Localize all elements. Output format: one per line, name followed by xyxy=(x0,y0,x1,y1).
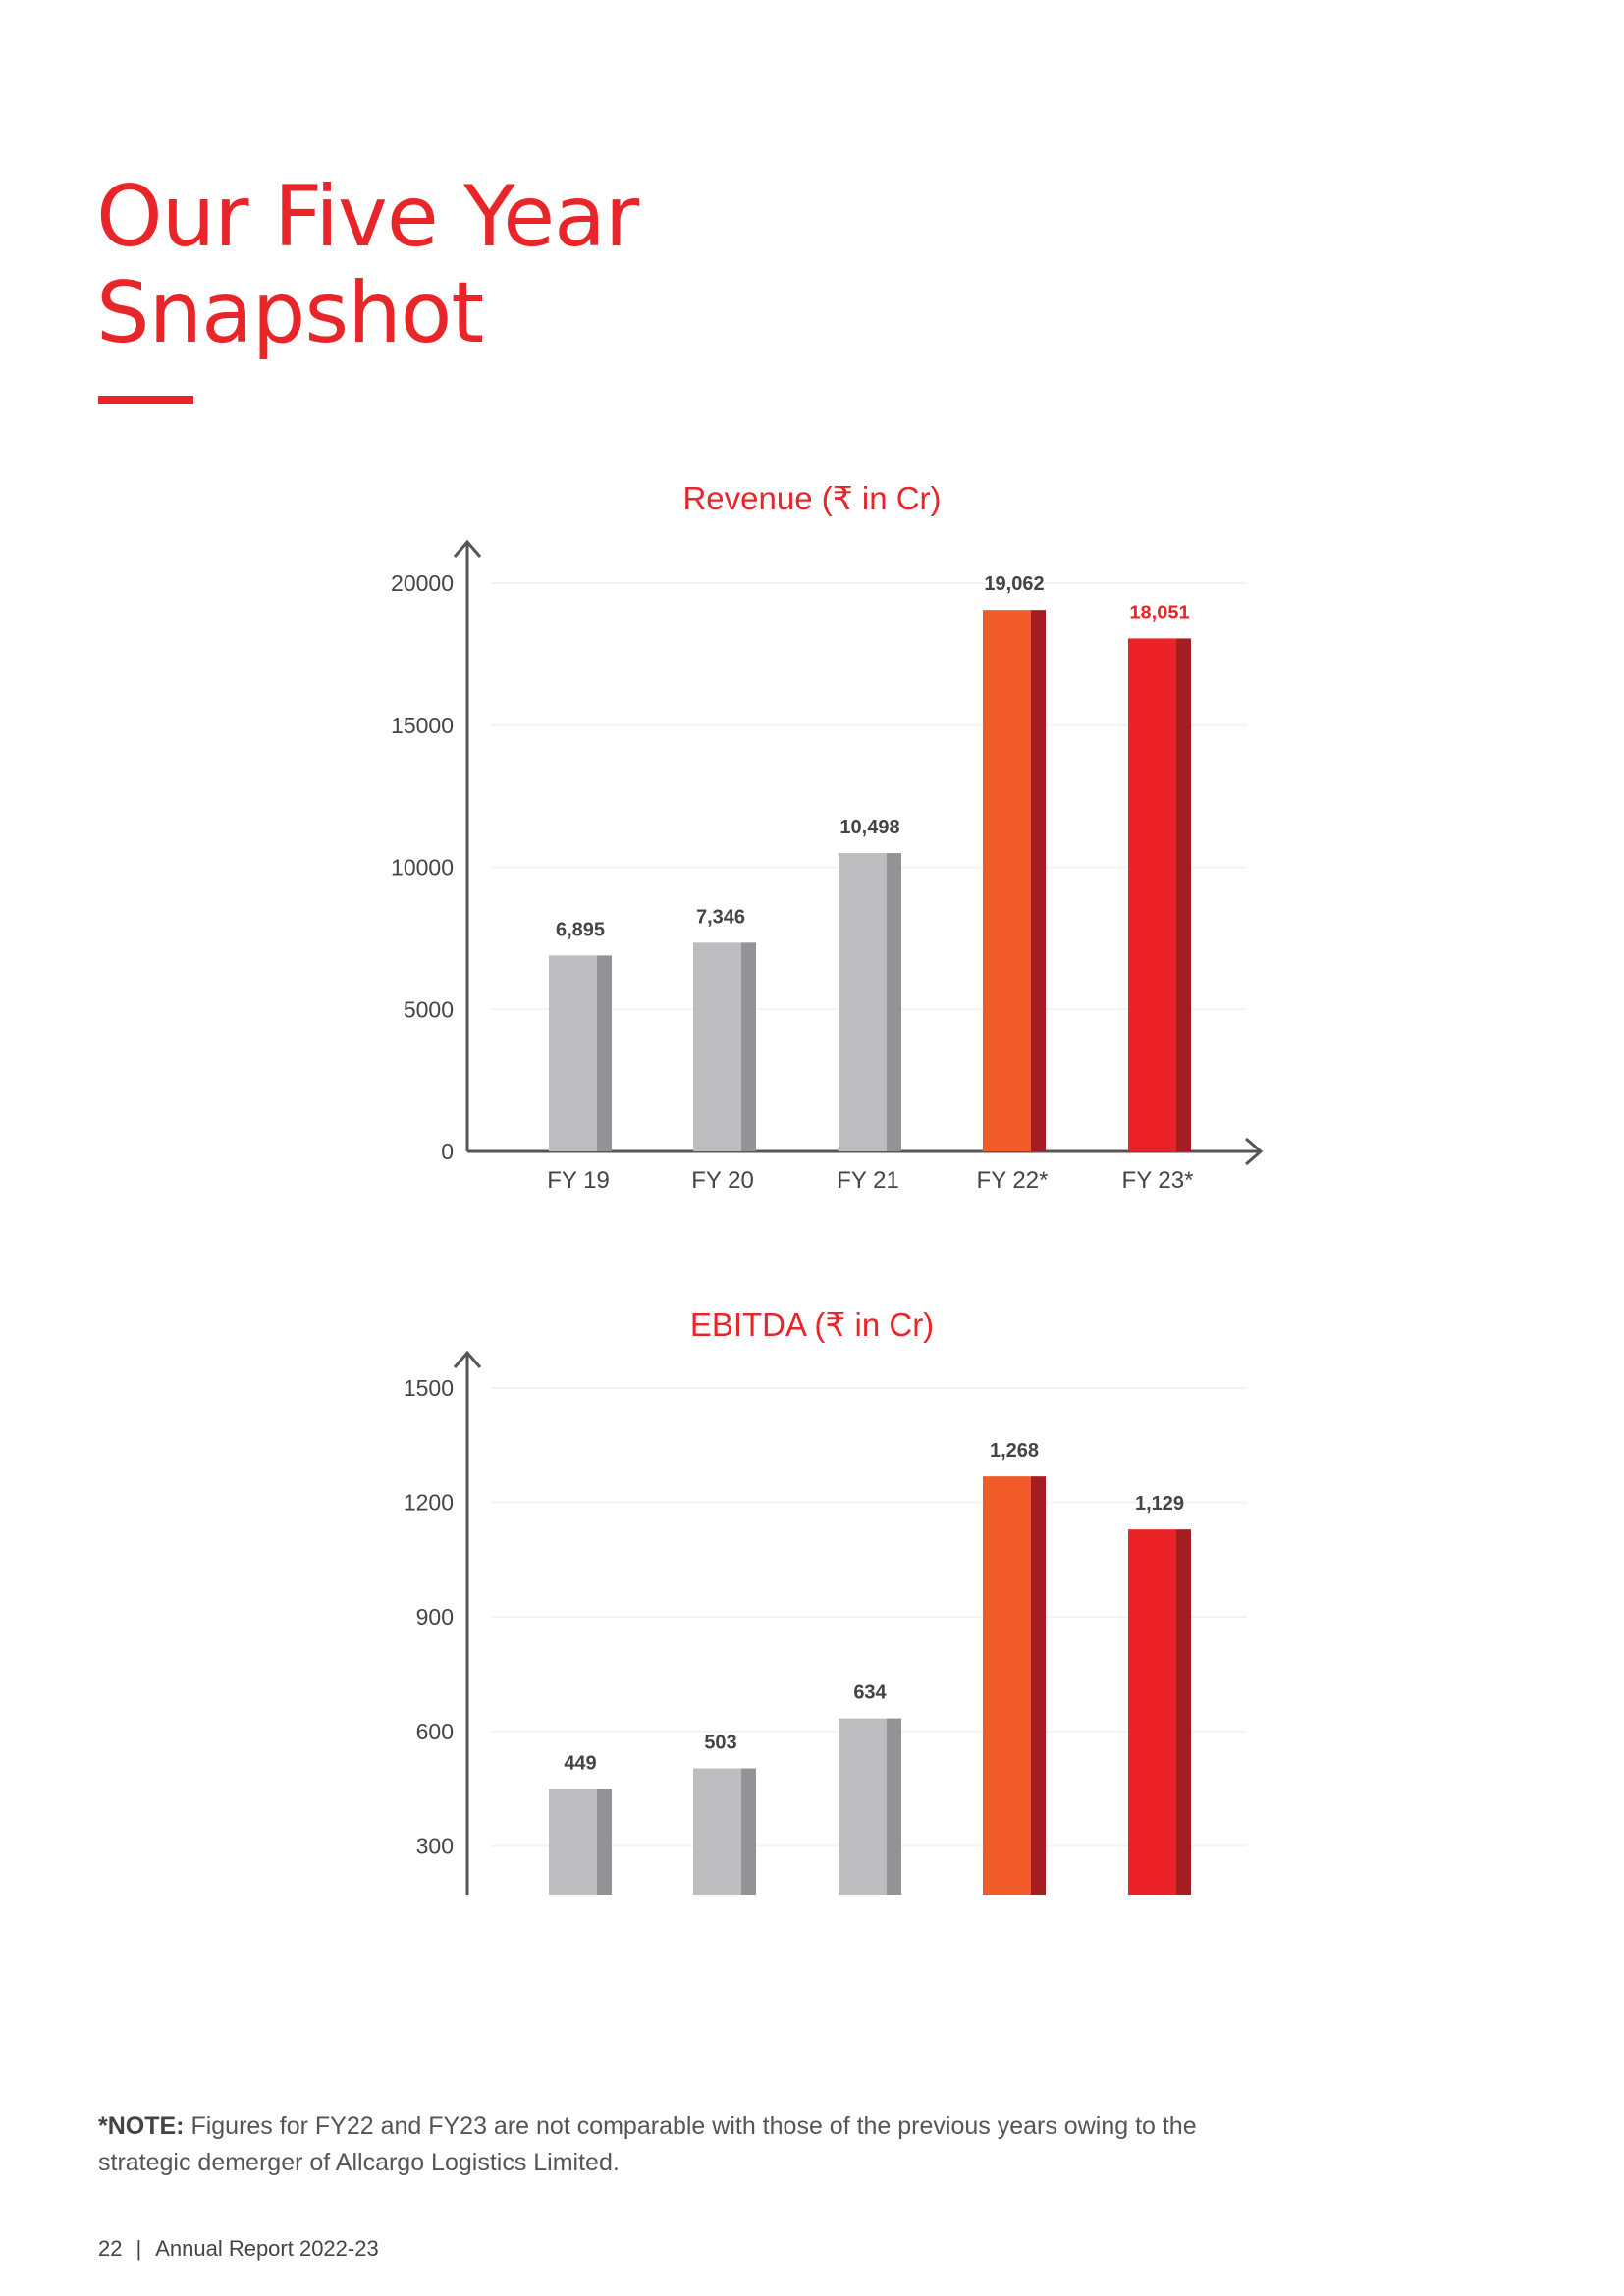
data-label: 503 xyxy=(704,1733,736,1754)
bar xyxy=(983,1476,1046,1895)
bar xyxy=(1128,1529,1191,1895)
page-title-line-1: Our Five Year xyxy=(96,168,639,266)
ebitda-chart-title: EBITDA (₹ in Cr) xyxy=(689,1307,935,1343)
y-tick-label: 900 xyxy=(416,1604,454,1629)
page-footer: 22 | Annual Report 2022-23 xyxy=(98,2236,379,2262)
revenue-chart: 0 5000 10000 15000 20000 6,895 FY 19 7,346 FY 20… xyxy=(391,539,1264,1194)
y-axis-arrow xyxy=(453,1350,482,1368)
x-tick-label: FY 21 xyxy=(837,1167,899,1194)
data-label: 449 xyxy=(564,1752,596,1774)
report-name: Annual Report 2022-23 xyxy=(155,2236,379,2261)
data-label: 6,895 xyxy=(556,919,605,940)
data-label: 1,129 xyxy=(1135,1493,1184,1515)
data-label: 7,346 xyxy=(696,906,745,928)
bar xyxy=(693,1768,756,1895)
data-label: 1,268 xyxy=(990,1440,1039,1462)
page-number: 22 xyxy=(98,2236,123,2261)
page-title: Our Five Year Snapshot xyxy=(96,168,639,362)
bar xyxy=(693,942,756,1151)
data-label: 634 xyxy=(853,1682,887,1704)
bar xyxy=(549,1789,612,1895)
y-tick-label: 15000 xyxy=(391,713,454,738)
bar xyxy=(839,1718,901,1895)
x-axis-arrow xyxy=(1245,1137,1264,1166)
bar xyxy=(1128,638,1191,1151)
bar xyxy=(549,955,612,1151)
x-tick-label: FY 23* xyxy=(1122,1167,1194,1194)
footnote: *NOTE: Figures for FY22 and FY23 are not… xyxy=(98,2109,1276,2181)
x-tick-label: FY 20 xyxy=(691,1167,754,1194)
y-tick-label: 300 xyxy=(416,1833,454,1858)
bar xyxy=(983,610,1046,1151)
page-title-line-2: Snapshot xyxy=(96,264,484,362)
y-tick-label: 0 xyxy=(441,1139,454,1164)
data-label: 10,498 xyxy=(839,817,899,838)
ebitda-chart: 030060090012001500449FY 19503FY 20634FY … xyxy=(404,1350,1247,1895)
revenue-chart-title: Revenue (₹ in Cr) xyxy=(682,480,942,516)
y-axis-arrow xyxy=(453,539,482,558)
bar xyxy=(839,853,901,1151)
data-label: 18,051 xyxy=(1129,602,1189,623)
y-tick-label: 1200 xyxy=(404,1490,454,1516)
y-tick-label: 10000 xyxy=(391,855,454,881)
footer-separator: | xyxy=(135,2236,142,2261)
x-tick-label: FY 19 xyxy=(547,1167,610,1194)
title-underline xyxy=(98,396,193,404)
footnote-label: *NOTE: xyxy=(98,2112,185,2140)
y-tick-label: 1500 xyxy=(404,1375,454,1401)
y-tick-label: 5000 xyxy=(404,996,454,1022)
data-label: 19,062 xyxy=(984,573,1044,595)
footnote-text: Figures for FY22 and FY23 are not compar… xyxy=(98,2112,1197,2176)
y-tick-label: 600 xyxy=(416,1719,454,1744)
y-tick-label: 20000 xyxy=(391,570,454,596)
x-tick-label: FY 22* xyxy=(977,1167,1049,1194)
